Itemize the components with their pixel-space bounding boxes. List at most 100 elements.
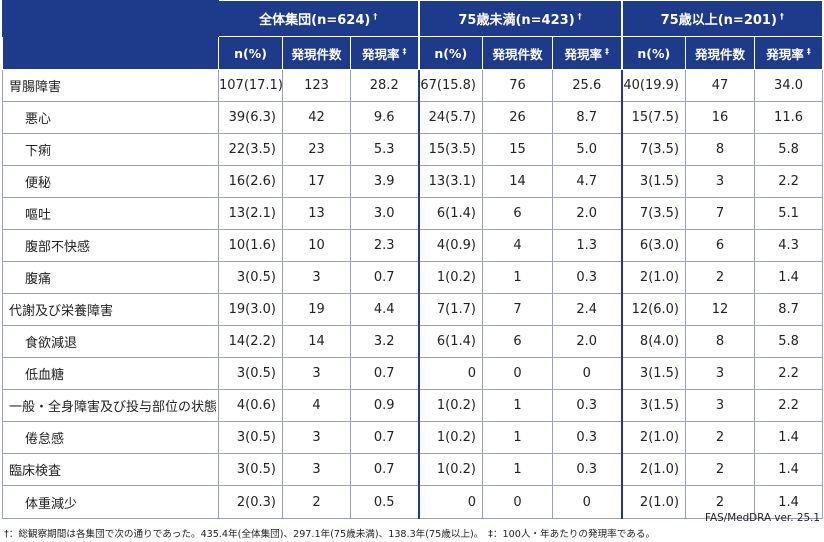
n-percent-cell: 4(0.6) (218, 389, 283, 422)
n-percent-cell: 22(3.5) (218, 133, 283, 166)
table-row: 臨床検査 3(0.5) 3 0.7 1(0.2) 1 0.3 2(1.0) 2 1.4 (2, 453, 824, 486)
event-count-cell: 2 (282, 485, 351, 519)
double-dagger-mark: ‡ (806, 46, 811, 56)
incidence-rate-cell: 5.8 (754, 325, 824, 358)
n-percent-cell: 0 (418, 485, 483, 519)
column-header: n(%) (621, 36, 687, 70)
preferred-term-cell: 体重減少 (2, 485, 219, 519)
n-percent-cell: 1(0.2) (418, 261, 483, 294)
table-row: 腹部不快感 10(1.6) 10 2.3 4(0.9) 4 1.3 6(3.0) 6 4.3 (2, 229, 824, 262)
incidence-rate-cell: 0.7 (350, 453, 420, 486)
table-row: 代謝及び栄養障害 19(3.0) 19 4.4 7(1.7) 7 2.4 12(6.0) 12 8… (2, 293, 824, 326)
event-count-cell: 19 (282, 293, 351, 326)
n-percent-cell: 107(17.1) (218, 69, 283, 102)
column-header-label: n(%) (234, 45, 267, 61)
adverse-events-table: 全体集団(n=624) † 75歳未満(n=423) † 75歳以上(n=201) † n… (2, 0, 824, 519)
incidence-rate-cell: 2.2 (754, 165, 824, 198)
n-percent-cell: 1(0.2) (418, 389, 483, 422)
n-percent-cell: 6(1.4) (418, 197, 483, 230)
n-percent-cell: 39(6.3) (218, 101, 283, 134)
incidence-rate-cell: 2.4 (551, 293, 623, 326)
incidence-rate-cell: 5.1 (754, 197, 824, 230)
n-percent-cell: 3(0.5) (218, 421, 283, 454)
column-header-label: 発現率 (361, 46, 400, 62)
group-header-row: 全体集団(n=624) † 75歳未満(n=423) † 75歳以上(n=201) † (2, 0, 824, 37)
n-percent-cell: 10(1.6) (218, 229, 283, 262)
n-percent-cell: 3(0.5) (218, 357, 283, 390)
event-count-cell: 26 (482, 101, 553, 134)
column-header-label: 発現率 (766, 46, 804, 62)
event-count-cell: 12 (685, 293, 756, 326)
incidence-rate-cell: 2.2 (754, 389, 824, 422)
event-count-cell: 3 (282, 357, 351, 390)
event-count-cell: 23 (282, 133, 351, 166)
n-percent-cell: 6(3.0) (621, 229, 687, 262)
n-percent-cell: 0 (418, 357, 483, 390)
n-percent-cell: 12(6.0) (621, 293, 687, 326)
incidence-rate-cell: 2.0 (551, 197, 623, 230)
double-dagger-mark: ‡ (402, 46, 407, 56)
footnote: †：総観察期間は各集団で次の通りであった。435.4年(全体集団)、297.1年… (4, 529, 656, 540)
group-header: 75歳未満(n=423) † (417, 0, 623, 37)
incidence-rate-cell: 0 (551, 357, 623, 390)
incidence-rate-cell: 1.4 (754, 421, 824, 454)
incidence-rate-cell: 4.3 (754, 229, 824, 262)
event-count-cell: 3 (282, 261, 351, 294)
column-header: 発現率 ‡ (754, 36, 824, 70)
incidence-rate-cell: 0.7 (350, 421, 420, 454)
system-organ-class-cell: 胃腸障害 (2, 69, 219, 102)
event-count-cell: 8 (685, 325, 756, 358)
n-percent-cell: 3(0.5) (218, 261, 283, 294)
incidence-rate-cell: 2.2 (754, 357, 824, 390)
incidence-rate-cell: 5.8 (754, 133, 824, 166)
n-percent-cell: 24(5.7) (418, 101, 483, 134)
event-count-cell: 4 (282, 389, 351, 422)
n-percent-cell: 6(1.4) (418, 325, 483, 358)
event-count-cell: 2 (685, 421, 756, 454)
incidence-rate-cell: 1.4 (754, 261, 824, 294)
event-count-cell: 0 (482, 485, 553, 519)
system-organ-class-cell: 一般・全身障害及び投与部位の状態 (2, 389, 219, 422)
n-percent-cell: 8(4.0) (621, 325, 687, 358)
incidence-rate-cell: 3.0 (350, 197, 420, 230)
table-row: 倦怠感 3(0.5) 3 0.7 1(0.2) 1 0.3 2(1.0) 2 1.4 (2, 421, 824, 454)
n-percent-cell: 19(3.0) (218, 293, 283, 326)
preferred-term-cell: 低血糖 (2, 357, 219, 390)
column-header-label: 発現率 (564, 46, 603, 62)
preferred-term-cell: 食欲減退 (2, 325, 219, 358)
incidence-rate-cell: 0.3 (551, 421, 623, 454)
event-count-cell: 3 (282, 453, 351, 486)
group-header: 全体集団(n=624) † (218, 0, 420, 37)
column-header: 発現率 ‡ (350, 36, 420, 70)
event-count-cell: 3 (685, 165, 756, 198)
table-row: 嘔吐 13(2.1) 13 3.0 6(1.4) 6 2.0 7(3.5) 7 5.1 (2, 197, 824, 230)
n-percent-cell: 4(0.9) (418, 229, 483, 262)
column-header: 発現件数 (482, 36, 553, 70)
n-percent-cell: 13(2.1) (218, 197, 283, 230)
column-header-label: n(%) (434, 45, 468, 61)
incidence-rate-cell: 0.3 (551, 453, 623, 486)
n-percent-cell: 3(1.5) (621, 165, 687, 198)
table-row: 下痢 22(3.5) 23 5.3 15(3.5) 15 5.0 7(3.5) 8 5.8 (2, 133, 824, 166)
n-percent-cell: 3(1.5) (621, 357, 687, 390)
n-percent-cell: 7(3.5) (621, 133, 687, 166)
table-row: 便秘 16(2.6) 17 3.9 13(3.1) 14 4.7 3(1.5) 3 2.2 (2, 165, 824, 198)
table-row: 食欲減退 14(2.2) 14 3.2 6(1.4) 6 2.0 8(4.0) 8 5.8 (2, 325, 824, 358)
n-percent-cell: 3(0.5) (218, 453, 283, 486)
preferred-term-cell: 下痢 (2, 133, 219, 166)
n-percent-cell: 7(1.7) (418, 293, 483, 326)
double-dagger-mark: ‡ (605, 46, 610, 56)
n-percent-cell: 15(3.5) (418, 133, 483, 166)
incidence-rate-cell: 2.3 (350, 229, 420, 262)
system-organ-class-cell: 臨床検査 (2, 453, 219, 486)
event-count-cell: 7 (482, 293, 553, 326)
n-percent-cell: 40(19.9) (621, 69, 687, 102)
incidence-rate-cell: 0.3 (551, 389, 623, 422)
incidence-rate-cell: 1.4 (754, 453, 824, 486)
n-percent-cell: 1(0.2) (418, 453, 483, 486)
table-row: 一般・全身障害及び投与部位の状態 4(0.6) 4 0.9 1(0.2) 1 0.3 3(1.… (2, 389, 824, 422)
event-count-cell: 4 (482, 229, 553, 262)
incidence-rate-cell: 4.4 (350, 293, 420, 326)
column-header-row: n(%) 発現件数 発現率 ‡ n(%) 発現件数 発現率 ‡ n(%) 発現件数 発現率 ‡ (2, 36, 824, 70)
event-count-cell: 8 (685, 133, 756, 166)
